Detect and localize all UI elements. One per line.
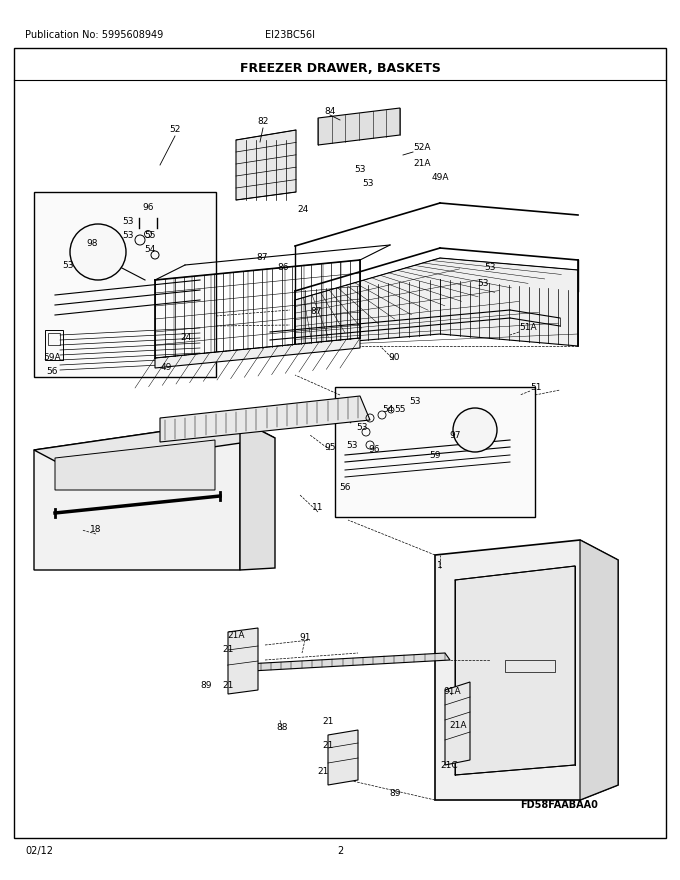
Text: 49A: 49A [432, 173, 449, 182]
Polygon shape [295, 258, 578, 346]
Bar [505, 660, 555, 672]
Text: 53: 53 [346, 442, 358, 451]
Text: 24: 24 [297, 206, 309, 215]
Text: 18: 18 [90, 525, 102, 534]
Text: FD58FAABAA0: FD58FAABAA0 [520, 800, 598, 810]
Polygon shape [236, 130, 296, 200]
Bar [48, 333, 60, 345]
Bar [335, 387, 535, 517]
Text: 54: 54 [144, 245, 156, 253]
Bar [460, 420, 490, 440]
Polygon shape [328, 730, 358, 785]
Text: 55: 55 [394, 406, 406, 414]
Polygon shape [455, 566, 575, 775]
Circle shape [70, 224, 126, 280]
Text: 87: 87 [310, 307, 322, 317]
Text: 53: 53 [354, 165, 366, 174]
Text: 21A: 21A [413, 158, 430, 167]
Text: 98: 98 [86, 238, 98, 247]
Text: 2: 2 [337, 846, 343, 856]
Bar [34, 192, 216, 377]
Text: 89: 89 [389, 789, 401, 798]
Bar [14, 48, 666, 838]
Text: 21: 21 [318, 767, 328, 776]
Polygon shape [160, 396, 370, 442]
Text: 02/12: 02/12 [25, 846, 53, 856]
Text: 89: 89 [200, 680, 211, 690]
Text: 56: 56 [339, 483, 351, 493]
Text: 21: 21 [222, 646, 234, 655]
Text: 97: 97 [449, 430, 461, 439]
Text: 54: 54 [382, 406, 394, 414]
Text: FREEZER DRAWER, BASKETS: FREEZER DRAWER, BASKETS [239, 62, 441, 75]
Text: 95: 95 [324, 443, 336, 451]
Text: 21: 21 [322, 740, 334, 750]
Text: 21A: 21A [227, 630, 245, 640]
Text: 21C: 21C [440, 760, 458, 769]
Circle shape [453, 408, 497, 452]
Text: 51: 51 [530, 384, 541, 392]
Text: 59: 59 [429, 451, 441, 459]
Text: 24: 24 [180, 334, 192, 342]
Text: 11: 11 [312, 503, 324, 512]
Text: 52: 52 [169, 126, 181, 135]
Text: EI23BC56I: EI23BC56I [265, 30, 315, 40]
Text: 53: 53 [356, 423, 368, 432]
Text: 53: 53 [122, 231, 134, 240]
Text: 91A: 91A [443, 687, 461, 696]
Text: 56: 56 [46, 368, 58, 377]
Text: 88: 88 [276, 722, 288, 731]
Bar [45, 330, 63, 360]
Polygon shape [34, 420, 240, 570]
Text: 51A: 51A [519, 324, 537, 333]
Polygon shape [228, 628, 258, 694]
Text: 84: 84 [324, 107, 336, 116]
Text: 53: 53 [477, 278, 489, 288]
Text: 96: 96 [142, 202, 154, 211]
Polygon shape [580, 540, 618, 800]
Text: 82: 82 [257, 118, 269, 127]
Text: Publication No: 5995608949: Publication No: 5995608949 [25, 30, 163, 40]
Text: 90: 90 [388, 353, 400, 362]
Text: 49: 49 [160, 363, 171, 372]
Text: 55: 55 [144, 231, 156, 240]
Polygon shape [55, 440, 215, 490]
Text: 53: 53 [409, 398, 421, 407]
Polygon shape [240, 420, 275, 570]
Text: 91: 91 [299, 633, 311, 642]
Text: 96: 96 [369, 445, 379, 454]
Polygon shape [445, 682, 470, 765]
Polygon shape [34, 420, 275, 468]
Text: 21: 21 [322, 717, 334, 727]
Polygon shape [435, 540, 618, 800]
Text: 52A: 52A [413, 143, 430, 152]
Text: 59A: 59A [44, 354, 61, 363]
Text: 87: 87 [256, 253, 268, 261]
Text: 53: 53 [484, 263, 496, 273]
Text: 21A: 21A [449, 721, 466, 730]
Polygon shape [318, 108, 400, 145]
Text: 86: 86 [277, 263, 289, 273]
Text: 53: 53 [362, 179, 374, 187]
Text: 53: 53 [63, 260, 73, 269]
Text: 53: 53 [122, 217, 134, 226]
Polygon shape [155, 338, 360, 368]
Polygon shape [228, 653, 450, 672]
Text: 1: 1 [437, 561, 443, 569]
Text: 21: 21 [222, 680, 234, 690]
